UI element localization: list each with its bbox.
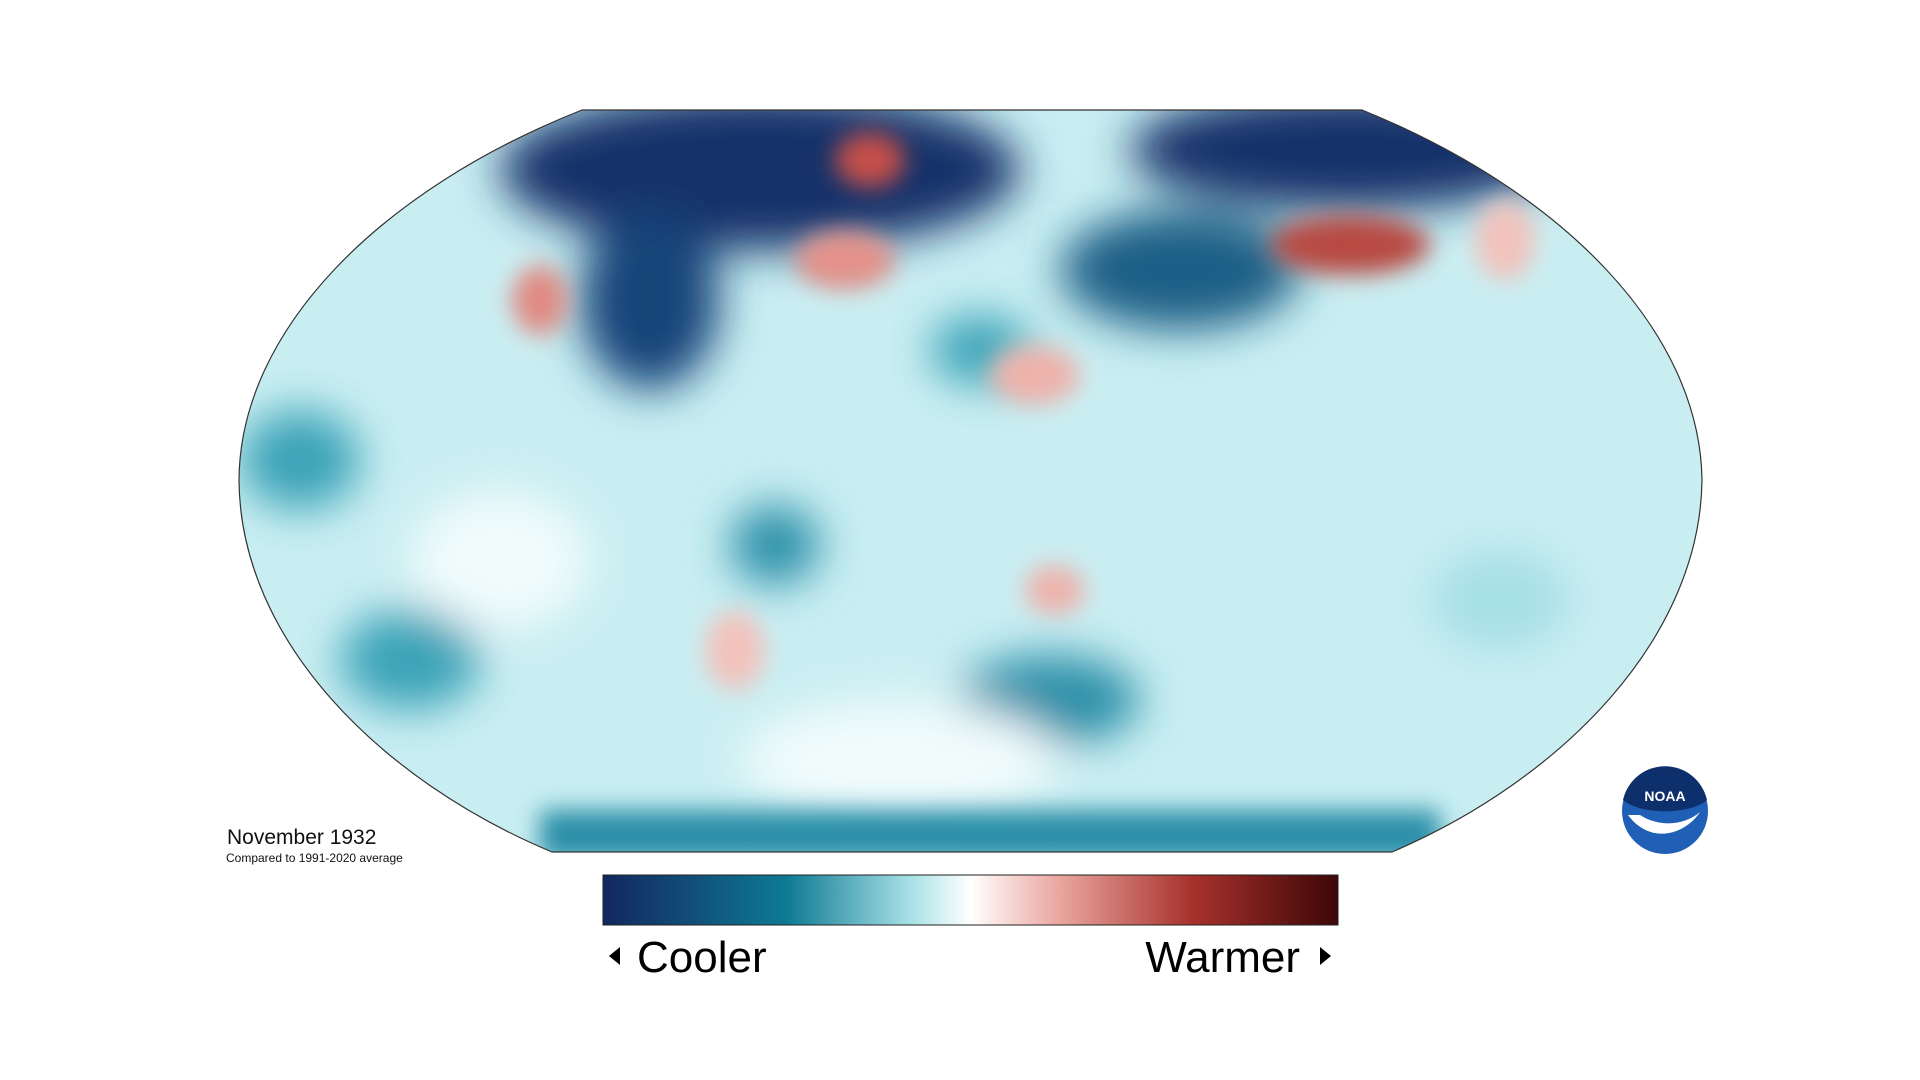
cooler-arrow	[609, 947, 620, 965]
warmer-arrow	[1320, 947, 1331, 965]
anomaly-map	[239, 110, 1702, 852]
logo-text: NOAA	[1644, 788, 1685, 804]
legend-high: Warmer	[1145, 933, 1300, 982]
legend-low: Cooler	[637, 933, 767, 982]
noaa-logo: NOAA	[1622, 766, 1708, 854]
map-subtitle: Compared to 1991-2020 average	[226, 851, 403, 865]
color-scale	[602, 874, 1339, 926]
map-outline	[238, 109, 1703, 853]
map-title: November 1932	[227, 826, 376, 849]
